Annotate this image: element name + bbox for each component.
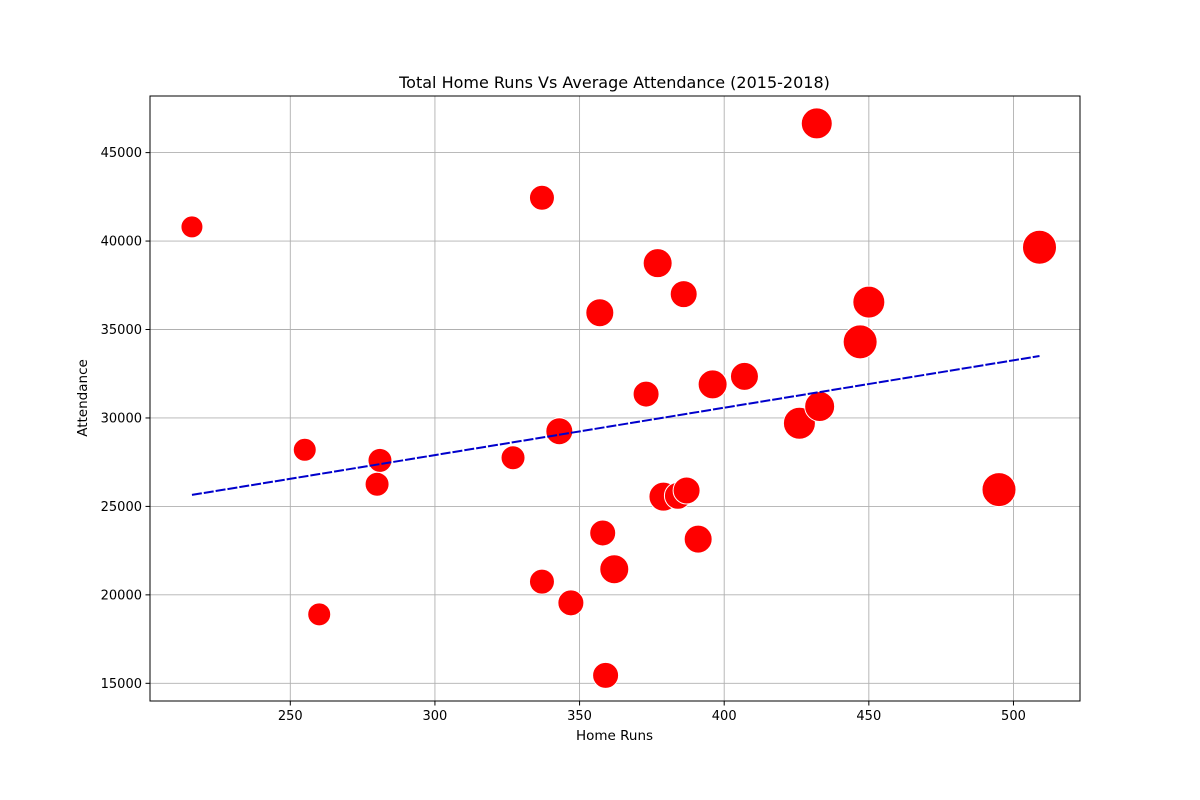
data-point xyxy=(852,285,886,319)
data-point xyxy=(592,661,620,689)
data-point xyxy=(800,107,833,140)
y-tick-label: 30000 xyxy=(101,411,142,426)
x-tick-label: 350 xyxy=(567,709,592,724)
y-tick-label: 20000 xyxy=(101,588,142,603)
data-point xyxy=(1022,229,1058,265)
data-point xyxy=(500,445,526,471)
x-tick-label: 450 xyxy=(856,709,881,724)
data-point xyxy=(697,369,728,400)
data-point xyxy=(672,476,701,505)
y-axis-ticks: 15000 20000 25000 30000 35000 40000 45000 xyxy=(101,146,150,692)
y-tick-label: 35000 xyxy=(101,323,142,338)
x-tick-label: 400 xyxy=(712,709,737,724)
grid-lines xyxy=(150,96,1080,701)
data-point xyxy=(292,437,317,462)
data-point xyxy=(528,184,555,211)
data-point xyxy=(589,519,617,547)
data-point xyxy=(642,248,673,279)
data-point xyxy=(804,390,836,422)
y-tick-label: 45000 xyxy=(101,146,142,161)
data-point xyxy=(585,298,615,328)
x-axis-label: Home Runs xyxy=(576,728,653,744)
data-point xyxy=(669,280,698,309)
x-tick-label: 250 xyxy=(278,709,303,724)
x-tick-label: 300 xyxy=(423,709,448,724)
y-tick-label: 40000 xyxy=(101,235,142,250)
data-point xyxy=(981,472,1017,508)
plot-frame xyxy=(149,95,1081,702)
data-point xyxy=(528,568,555,595)
y-axis-label: Attendance xyxy=(75,359,91,437)
x-axis-ticks: 250 300 350 400 450 500 xyxy=(278,701,1026,724)
data-point xyxy=(683,524,713,554)
data-point xyxy=(599,554,630,585)
data-point xyxy=(557,589,585,617)
data-point xyxy=(307,602,332,627)
data-point xyxy=(729,361,759,391)
data-point xyxy=(632,380,660,408)
trend-line xyxy=(191,355,1040,496)
x-tick-label: 500 xyxy=(1001,709,1026,724)
data-point xyxy=(545,417,574,446)
data-point xyxy=(842,324,878,360)
data-points xyxy=(180,107,1058,689)
trend-line-group xyxy=(191,355,1040,496)
data-point xyxy=(364,471,390,497)
y-tick-label: 25000 xyxy=(101,500,142,515)
chart-title: Total Home Runs Vs Average Attendance (2… xyxy=(398,73,830,92)
data-point xyxy=(180,215,204,239)
data-point xyxy=(367,447,393,473)
y-tick-label: 15000 xyxy=(101,677,142,692)
